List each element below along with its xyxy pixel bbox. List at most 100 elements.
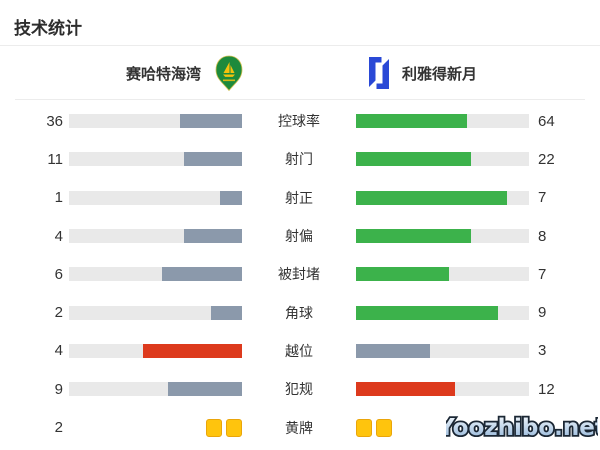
home-bar-fill xyxy=(162,267,242,282)
away-value: 22 xyxy=(538,150,555,168)
stat-row-角球: 2 角球 9 xyxy=(0,293,600,331)
home-bar-cell xyxy=(63,343,242,358)
away-bar-cell xyxy=(356,267,529,282)
away-bar-track xyxy=(356,152,529,167)
home-value: 2 xyxy=(54,419,63,437)
home-value: 4 xyxy=(54,342,63,360)
home-bar-fill xyxy=(210,305,242,320)
away-bar-track xyxy=(356,343,529,358)
away-bar-cell xyxy=(356,343,529,358)
yellow-card-icon xyxy=(376,418,392,437)
away-value: 7 xyxy=(538,189,547,207)
away-value: 7 xyxy=(538,265,547,283)
home-bar-cell xyxy=(63,267,242,282)
home-yellow-cards xyxy=(69,418,242,437)
team-header: 赛哈特海湾 利雅得新月 xyxy=(0,46,600,100)
stat-label: 射门 xyxy=(285,151,313,168)
away-bar-track xyxy=(356,229,529,244)
watermark: Yoozhibo.net xyxy=(446,413,598,443)
home-bar-cell xyxy=(63,382,242,397)
stat-row-射偏: 4 射偏 8 xyxy=(0,217,600,255)
yellow-card-icon xyxy=(226,418,242,437)
home-value: 9 xyxy=(54,380,63,398)
away-bar-fill xyxy=(356,114,467,129)
stat-label: 角球 xyxy=(285,304,313,321)
home-value: 6 xyxy=(54,265,63,283)
away-bar-cell xyxy=(356,229,529,244)
away-bar-cell xyxy=(356,305,529,320)
home-bar-track xyxy=(69,343,242,358)
away-bar-fill xyxy=(356,267,450,282)
stat-row-越位: 4 越位 3 xyxy=(0,332,600,370)
stat-row-被封堵: 6 被封堵 7 xyxy=(0,255,600,293)
away-team-name: 利雅得新月 xyxy=(402,65,478,83)
away-bar-track xyxy=(356,114,529,129)
home-value: 4 xyxy=(54,227,63,245)
stat-row-控球率: 36 控球率 64 xyxy=(0,102,600,140)
stats-rows: 36 控球率 64 11 射门 22 1 射正 7 4 射偏 8 6 被封堵 7 2 角球 9 4 越位 3 9 犯规 12 2… xyxy=(0,100,600,447)
stat-label: 黄牌 xyxy=(285,419,313,436)
away-value: 64 xyxy=(538,112,555,130)
home-bar-cell xyxy=(63,114,242,129)
page-title: 技术统计 xyxy=(0,0,600,46)
home-bar-fill xyxy=(184,229,242,244)
home-team-header: 赛哈特海湾 xyxy=(0,55,300,92)
home-bar-fill xyxy=(167,382,242,397)
yellow-card-icon xyxy=(206,418,222,437)
away-team-logo-icon xyxy=(369,57,389,89)
home-bar-fill xyxy=(220,190,242,205)
away-value: 2 xyxy=(538,419,547,437)
stat-label: 越位 xyxy=(285,342,313,359)
home-value: 2 xyxy=(54,304,63,322)
away-bar-cell xyxy=(356,152,529,167)
away-value: 12 xyxy=(538,380,555,398)
home-bar-track xyxy=(69,229,242,244)
home-value: 11 xyxy=(47,150,63,168)
away-bar-track xyxy=(356,305,529,320)
away-bar-track xyxy=(356,190,529,205)
home-bar-track xyxy=(69,114,242,129)
away-value: 3 xyxy=(538,342,547,360)
home-bar-track xyxy=(69,382,242,397)
away-bar-fill xyxy=(356,190,508,205)
away-value: 8 xyxy=(538,227,547,245)
away-bar-cell xyxy=(356,114,529,129)
home-bar-cell xyxy=(63,152,242,167)
home-bar-cell xyxy=(63,418,242,437)
home-value: 36 xyxy=(46,112,63,130)
stat-row-犯规: 9 犯规 12 xyxy=(0,370,600,408)
home-bar-fill xyxy=(143,343,242,358)
home-bar-track xyxy=(69,305,242,320)
home-bar-cell xyxy=(63,190,242,205)
away-bar-fill xyxy=(356,229,472,244)
home-bar-cell xyxy=(63,229,242,244)
away-bar-cell xyxy=(356,382,529,397)
stat-label: 射偏 xyxy=(285,228,313,245)
home-bar-track xyxy=(69,152,242,167)
away-team-header: 利雅得新月 xyxy=(300,55,600,91)
away-value: 9 xyxy=(538,304,547,322)
home-team-name: 赛哈特海湾 xyxy=(125,65,201,83)
away-bar-fill xyxy=(356,152,472,167)
stat-label: 控球率 xyxy=(278,113,320,130)
away-bar-fill xyxy=(356,343,431,358)
stat-label: 犯规 xyxy=(285,381,313,398)
away-bar-fill xyxy=(356,382,455,397)
stat-label: 射正 xyxy=(285,189,313,206)
stat-label: 被封堵 xyxy=(278,266,320,283)
yellow-card-icon xyxy=(356,418,372,437)
home-team-logo-icon xyxy=(215,55,243,91)
stat-row-射正: 1 射正 7 xyxy=(0,179,600,217)
home-bar-cell xyxy=(63,305,242,320)
away-bar-track xyxy=(356,267,529,282)
away-bar-cell xyxy=(356,418,529,437)
stat-row-黄牌: 2 黄牌 2 xyxy=(0,408,600,446)
away-yellow-cards xyxy=(356,418,529,437)
stat-row-射门: 11 射门 22 xyxy=(0,140,600,178)
home-bar-fill xyxy=(179,114,242,129)
home-bar-track xyxy=(69,267,242,282)
away-bar-track xyxy=(356,382,529,397)
home-bar-fill xyxy=(184,152,242,167)
away-bar-cell xyxy=(356,190,529,205)
home-bar-track xyxy=(69,190,242,205)
